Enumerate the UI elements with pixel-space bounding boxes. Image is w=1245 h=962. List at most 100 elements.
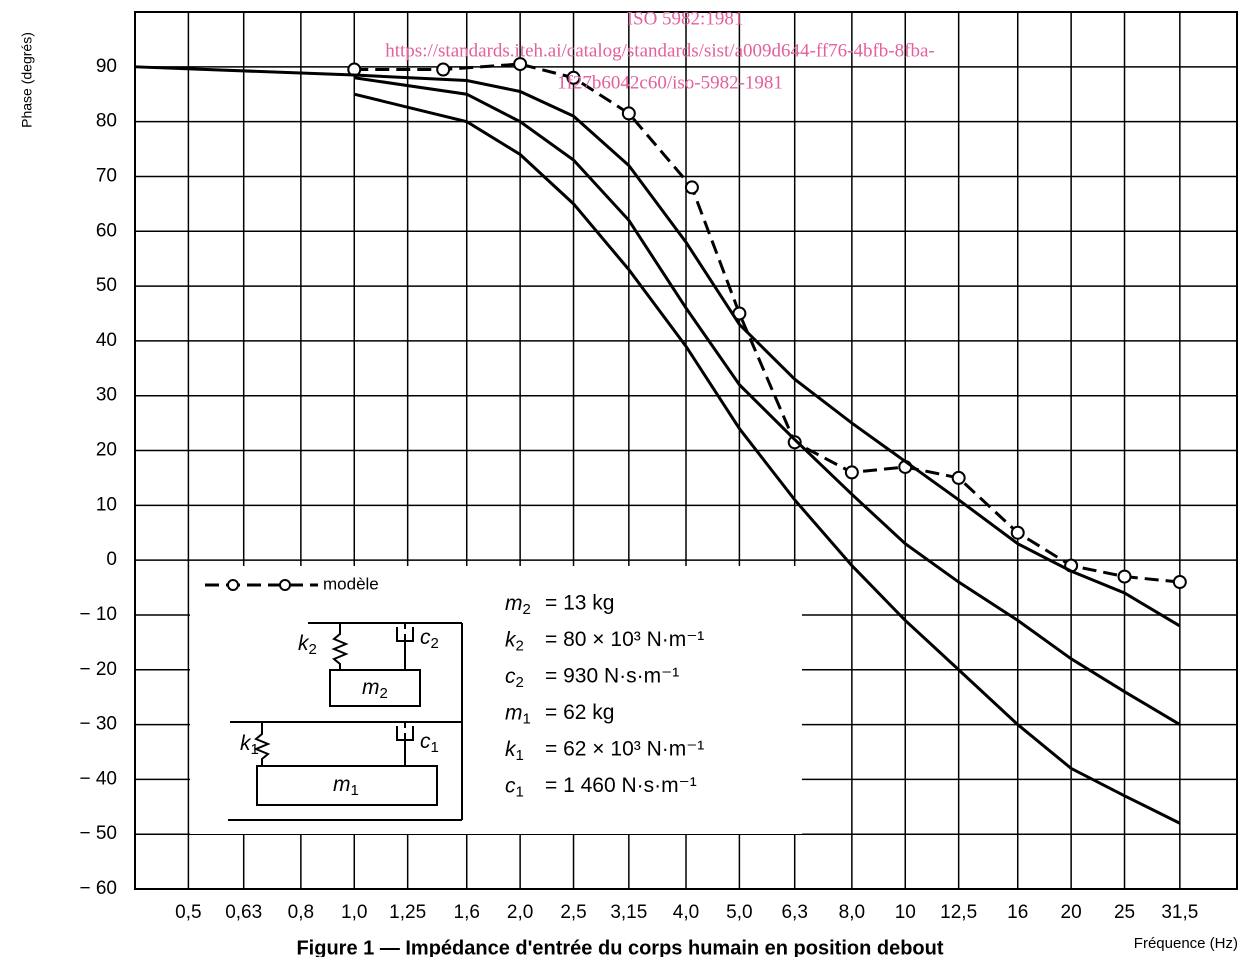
data-point <box>1010 525 1025 540</box>
subscript: 1 <box>251 741 259 758</box>
symbol: k <box>240 732 252 755</box>
x-tick-label: 0,8 <box>288 902 314 923</box>
x-tick-label: 2,5 <box>560 902 586 923</box>
watermark: ISO 5982:1981 <box>627 8 744 29</box>
legend-label: modèle <box>323 574 379 593</box>
parameter-symbol: m2 <box>505 592 531 618</box>
data-point <box>951 470 966 485</box>
x-tick-label: 1,25 <box>389 902 426 923</box>
subscript: 1 <box>351 782 359 799</box>
x-tick-label: 12,5 <box>940 902 977 923</box>
y-tick-label: 0 <box>106 549 117 570</box>
subscript: 1 <box>431 739 439 756</box>
y-tick-label: 30 <box>96 385 117 406</box>
inset-background <box>190 566 802 834</box>
series-line <box>354 62 1180 584</box>
data-point <box>436 62 451 77</box>
symbol: k <box>505 738 517 761</box>
subscript: 2 <box>380 685 388 702</box>
model-diagram <box>228 622 463 821</box>
data-point <box>621 106 636 121</box>
symbol: c <box>505 665 516 688</box>
symbol: m <box>505 592 523 615</box>
y-tick-label: − 20 <box>79 659 117 680</box>
subscript: 2 <box>516 637 524 654</box>
symbol: m <box>505 701 523 724</box>
y-tick-label: 40 <box>96 330 117 351</box>
x-tick-label: 6,3 <box>781 902 807 923</box>
y-tick-label: − 30 <box>79 714 117 735</box>
symbol: c <box>420 626 431 649</box>
parameter-value: = 1 460 N·s·m⁻¹ <box>545 774 697 797</box>
x-tick-label: 10 <box>895 902 916 923</box>
x-tick-label: 1,0 <box>341 902 367 923</box>
x-tick-label: 25 <box>1114 902 1135 923</box>
legend-marker <box>227 579 239 591</box>
watermark: https://standards.iteh.ai/catalog/standa… <box>385 40 934 61</box>
y-tick-label: 10 <box>96 494 117 515</box>
data-point <box>844 465 859 480</box>
x-tick-label: 16 <box>1007 902 1028 923</box>
x-axis-label: Fréquence (Hz) <box>1134 935 1238 952</box>
series-line <box>353 92 1181 825</box>
series-line <box>134 65 1181 628</box>
diagram-label: c1 <box>420 730 439 756</box>
subscript: 1 <box>516 783 524 800</box>
subscript: 2 <box>431 635 439 652</box>
parameter-symbol: k2 <box>505 628 524 654</box>
data-point <box>787 435 802 450</box>
diagram-label: c2 <box>420 626 439 652</box>
x-tick-label: 3,15 <box>610 902 647 923</box>
subscript: 2 <box>516 674 524 691</box>
x-tick-label: 0,63 <box>225 902 262 923</box>
parameter-symbol: k1 <box>505 738 524 764</box>
parameter-value: = 62 × 10³ N·m⁻¹ <box>545 738 704 761</box>
parameter-symbol: m1 <box>505 701 531 727</box>
diagram-label: m1 <box>333 773 359 799</box>
y-tick-label: 90 <box>96 56 117 77</box>
diagram-label: m2 <box>362 676 388 702</box>
y-tick-label: − 50 <box>79 823 117 844</box>
x-tick-label: 8,0 <box>839 902 865 923</box>
y-tick-label: 20 <box>96 440 117 461</box>
y-axis-label: Phase (degrés) <box>19 32 35 128</box>
series-line <box>354 76 1181 726</box>
subscript: 2 <box>309 641 317 658</box>
x-tick-label: 2,0 <box>507 902 533 923</box>
parameter-value: = 13 kg <box>545 592 614 615</box>
data-point <box>513 57 528 72</box>
x-tick-label: 20 <box>1061 902 1082 923</box>
legend-marker <box>279 579 291 591</box>
diagram-label: k1 <box>240 732 259 758</box>
symbol: k <box>505 628 517 651</box>
data-point <box>1117 569 1132 584</box>
y-tick-label: − 60 <box>79 878 117 899</box>
parameter-value: = 80 × 10³ N·m⁻¹ <box>545 628 704 651</box>
plot-frame <box>134 11 1238 890</box>
diagram-label: k2 <box>298 632 317 658</box>
data-point <box>566 70 581 85</box>
symbol: c <box>505 774 516 797</box>
symbol: m <box>333 773 351 796</box>
data-point <box>1172 575 1187 590</box>
symbol: c <box>420 730 431 753</box>
y-tick-label: 80 <box>96 111 117 132</box>
y-tick-label: − 40 <box>79 768 117 789</box>
plot <box>134 57 1187 825</box>
x-tick-label: 1,6 <box>454 902 480 923</box>
parameter-value: = 62 kg <box>545 701 614 724</box>
y-tick-label: 70 <box>96 165 117 186</box>
data-point <box>684 180 699 195</box>
y-tick-label: − 10 <box>79 604 117 625</box>
watermark: 1f27b6042c60/iso-5982-1981 <box>557 72 783 93</box>
caption: Figure 1 — Impédance d'entrée du corps h… <box>296 937 943 957</box>
y-tick-label: 50 <box>96 275 117 296</box>
parameter-value: = 930 N·s·m⁻¹ <box>545 665 679 688</box>
parameter-symbol: c2 <box>505 665 524 691</box>
x-tick-label: 31,5 <box>1161 902 1198 923</box>
parameter-symbol: c1 <box>505 774 524 800</box>
